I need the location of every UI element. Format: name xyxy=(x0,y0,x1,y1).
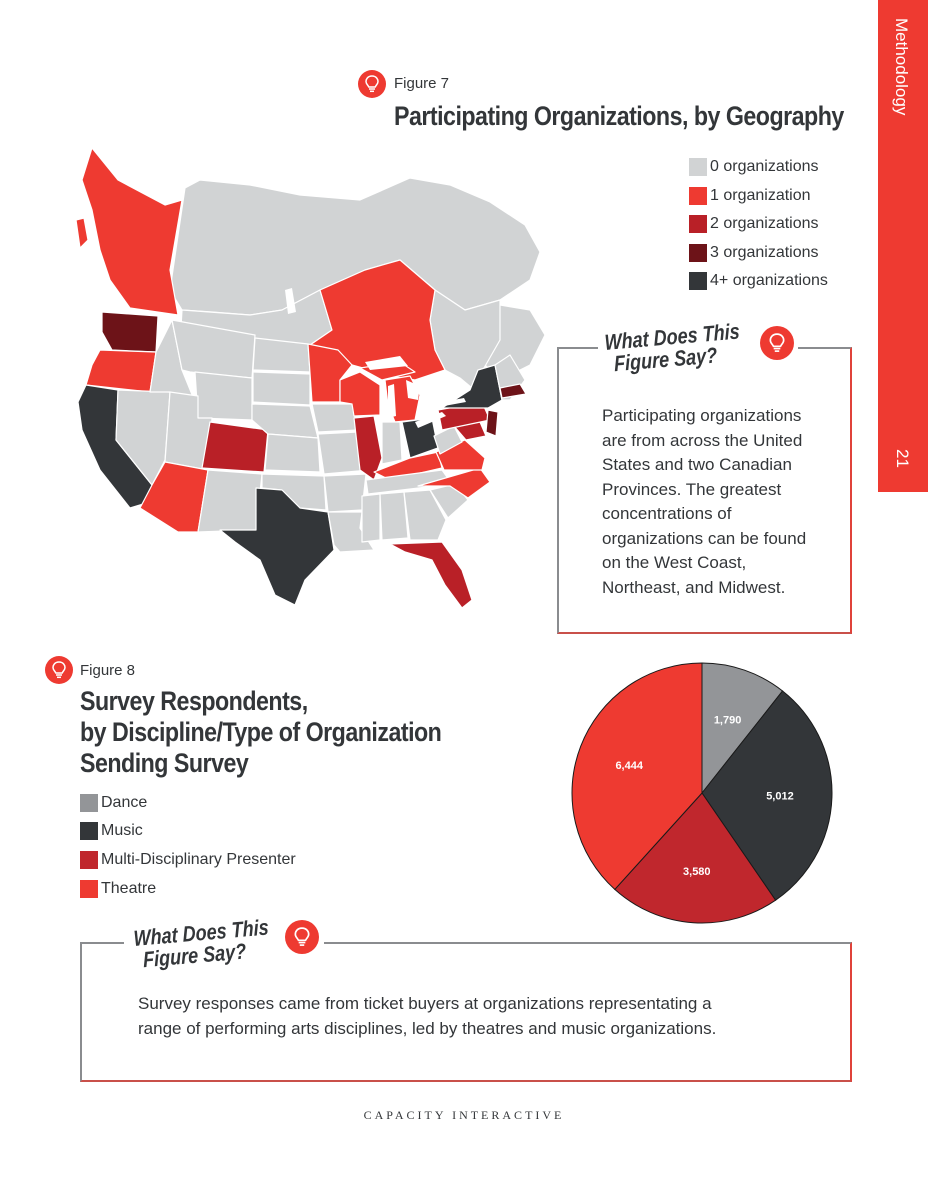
lightbulb-icon xyxy=(285,920,319,954)
british-columbia xyxy=(81,147,183,316)
legend-item-3-organizations: 3 organizations xyxy=(689,242,819,264)
florida xyxy=(389,541,473,609)
callout-gap xyxy=(124,939,324,945)
callout-text-line2: range of performing arts disciplines, le… xyxy=(138,1018,717,1038)
legend-label: 2 organizations xyxy=(710,215,819,232)
footer-brand: CAPACITY INTERACTIVE xyxy=(363,1108,565,1122)
legend-label: Dance xyxy=(101,794,148,811)
lightbulb-icon xyxy=(45,656,73,684)
legend-item-multi-disciplinary: Multi-Disciplinary Presenter xyxy=(80,849,296,871)
figure8-title-line2: by Discipline/Type of Organization xyxy=(80,717,442,747)
participation-map xyxy=(75,147,546,609)
mississippi xyxy=(361,493,381,543)
legend-swatch xyxy=(689,187,707,205)
figure7-title: Participating Organizations, by Geograph… xyxy=(394,101,844,131)
callout-text-line1: Survey responses came from ticket buyers… xyxy=(138,994,712,1013)
figure8-callout-text: Survey responses came from ticket buyers… xyxy=(138,992,828,1041)
texas xyxy=(219,487,335,606)
legend-swatch xyxy=(80,794,98,812)
south-dakota xyxy=(252,371,311,406)
section-side-tab xyxy=(878,0,928,492)
massachusetts xyxy=(499,383,527,399)
legend-swatch xyxy=(689,215,707,233)
north-carolina xyxy=(417,467,491,499)
survey-respondents-pie-chart: 1,790 5,012 3,580 6,444 xyxy=(571,662,833,924)
legend-label: Multi-Disciplinary Presenter xyxy=(101,851,296,868)
figure7-callout-text: Participating organizations are from acr… xyxy=(602,406,807,597)
figure8-label: Figure 8 xyxy=(80,662,136,679)
callout-gap xyxy=(598,344,798,350)
oregon xyxy=(85,349,157,393)
legend-item-1-organization: 1 organization xyxy=(689,185,811,207)
washington xyxy=(101,311,159,353)
figure7-label: Figure 7 xyxy=(394,75,450,92)
legend-label: Theatre xyxy=(101,880,157,897)
pie-value-label: 3,580 xyxy=(683,866,711,878)
legend-swatch xyxy=(689,158,707,176)
legend-swatch xyxy=(80,880,98,898)
indiana xyxy=(381,421,403,465)
alabama xyxy=(379,491,409,541)
legend-label: 0 organizations xyxy=(710,158,819,175)
pie-slice-dance xyxy=(701,662,784,795)
new-jersey xyxy=(485,409,499,437)
legend-label: Music xyxy=(101,822,143,839)
georgia xyxy=(403,489,447,541)
vancouver-island xyxy=(75,217,89,249)
legend-item-theatre: Theatre xyxy=(80,878,156,900)
legend-item-2-organizations: 2 organizations xyxy=(689,213,819,235)
pie-value-label: 5,012 xyxy=(766,791,794,803)
section-name: Methodology xyxy=(892,18,911,116)
page-number: 21 xyxy=(893,449,912,468)
legend-swatch xyxy=(689,272,707,290)
legend-swatch xyxy=(80,851,98,869)
wisconsin xyxy=(339,371,381,417)
legend-label: 1 organization xyxy=(710,187,811,204)
legend-item-music: Music xyxy=(80,820,143,842)
pie-value-label: 6,444 xyxy=(615,760,643,772)
legend-item-4-plus-organizations: 4+ organizations xyxy=(689,270,828,292)
new-mexico xyxy=(197,469,263,533)
pie-slice-multi-disciplinary xyxy=(614,792,777,924)
figure8-title-line3: Sending Survey xyxy=(80,748,249,778)
legend-item-0-organizations: 0 organizations xyxy=(689,156,819,178)
lightbulb-icon xyxy=(358,70,386,98)
north-dakota xyxy=(252,337,311,373)
legend-swatch xyxy=(80,822,98,840)
legend-item-dance: Dance xyxy=(80,792,147,814)
illinois xyxy=(353,415,383,481)
wyoming xyxy=(194,371,253,421)
iowa xyxy=(311,403,359,433)
pie-slice-music xyxy=(701,690,833,901)
legend-swatch xyxy=(689,244,707,262)
pie-value-label: 1,790 xyxy=(714,714,742,726)
arkansas xyxy=(323,473,367,513)
lightbulb-icon xyxy=(760,326,794,360)
figure8-title-line1: Survey Respondents, xyxy=(80,686,308,716)
colorado xyxy=(201,421,269,473)
figure8-callout-box xyxy=(80,942,852,1082)
legend-label: 3 organizations xyxy=(710,244,819,261)
kansas xyxy=(264,433,321,473)
legend-label: 4+ organizations xyxy=(710,272,828,289)
pie-slice-theatre xyxy=(571,662,703,891)
